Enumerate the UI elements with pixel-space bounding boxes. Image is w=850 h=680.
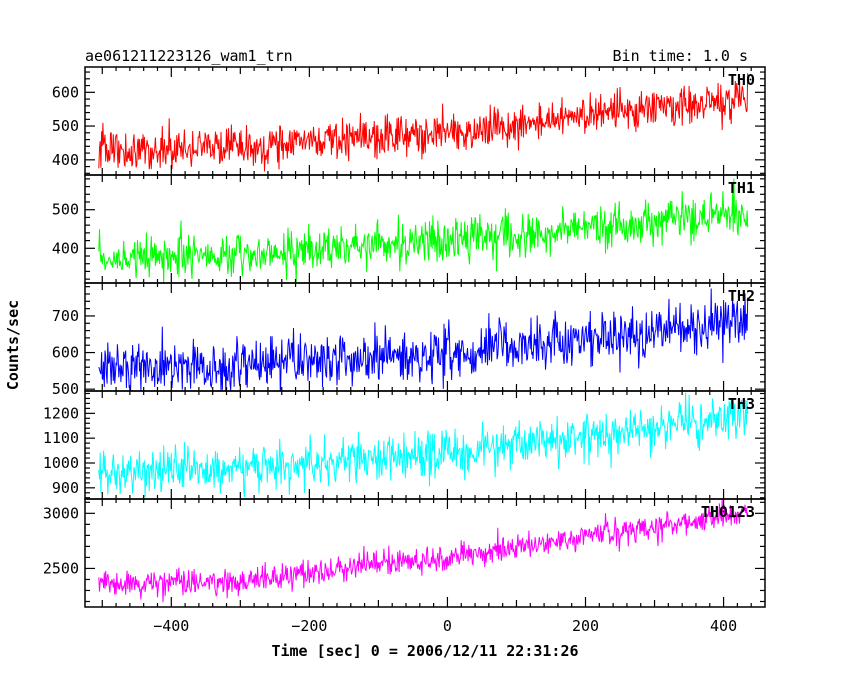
y-axis-label: Counts/sec xyxy=(4,300,22,390)
y-tick-label-th2: 700 xyxy=(52,307,79,325)
x-axis-label: Time [sec] 0 = 2006/12/11 22:31:26 xyxy=(271,642,578,660)
y-tick-label-th1: 400 xyxy=(52,239,79,257)
x-tick-label: −200 xyxy=(291,617,327,635)
y-tick-label-th3: 1100 xyxy=(43,429,79,447)
y-tick-label-th3: 1200 xyxy=(43,404,79,422)
panel-label-th1: TH1 xyxy=(728,179,755,197)
series-line-th3 xyxy=(98,392,749,498)
x-tick-label: 200 xyxy=(572,617,599,635)
panel-label-th0: TH0 xyxy=(728,71,755,89)
y-tick-label-th1: 500 xyxy=(52,201,79,219)
panel-labels: 400 500 600 TH0 400 500 TH1 500 600 700 TH2 900 1000… xyxy=(43,71,755,635)
panel-label-th2: TH2 xyxy=(728,287,755,305)
y-tick-label-th2: 600 xyxy=(52,344,79,362)
x-tick-label: −400 xyxy=(153,617,189,635)
y-tick-label-th0: 600 xyxy=(52,83,79,101)
y-tick-label-th0123: 2500 xyxy=(43,559,79,577)
y-tick-label-th0123: 3000 xyxy=(43,504,79,522)
panel-frame-th0 xyxy=(84,66,766,176)
chart-subtitle: Bin time: 1.0 s xyxy=(613,47,748,65)
panel-frame-th3 xyxy=(84,390,766,500)
panel-label-th3: TH3 xyxy=(728,395,755,413)
y-tick-label-th3: 1000 xyxy=(43,454,79,472)
y-tick-label-th3: 900 xyxy=(52,479,79,497)
series-line-th0123 xyxy=(98,499,749,603)
x-tick-label: 400 xyxy=(710,617,737,635)
series-line-th0 xyxy=(98,73,749,172)
x-tick-label: 0 xyxy=(443,617,452,635)
y-tick-label-th2: 500 xyxy=(52,380,79,398)
series-line-th1 xyxy=(98,178,749,283)
panel-label-th0123: TH0123 xyxy=(701,503,755,521)
panel-frames xyxy=(84,66,766,608)
chart-title: ae061211223126_wam1_trn xyxy=(85,47,293,65)
series-traces xyxy=(98,73,749,603)
y-tick-label-th0: 500 xyxy=(52,117,79,135)
panel-frame-th0123 xyxy=(84,498,766,608)
y-tick-label-th0: 400 xyxy=(52,151,79,169)
series-line-th2 xyxy=(98,288,749,391)
